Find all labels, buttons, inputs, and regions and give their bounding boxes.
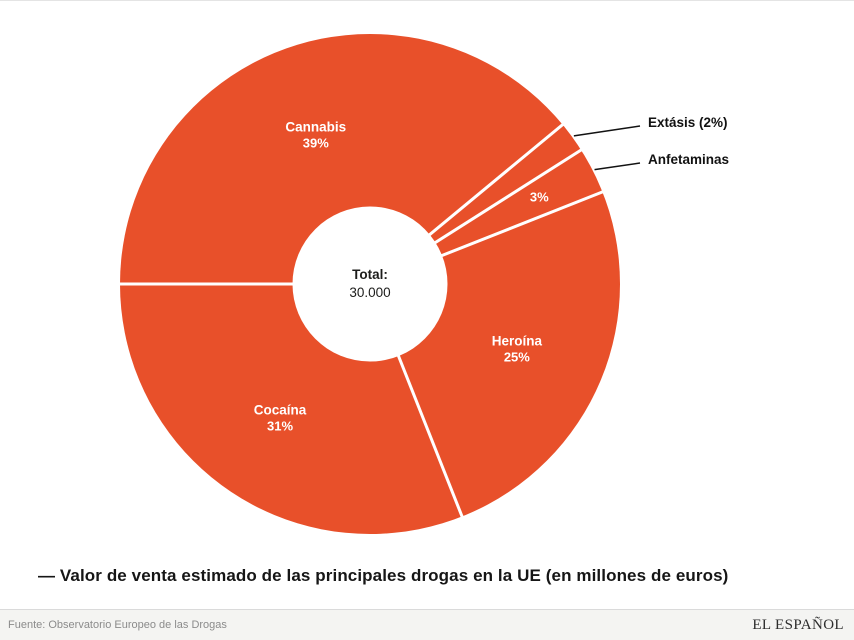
outer-label-1: Extásis (2%): [648, 115, 728, 130]
slice-value-2: 3%: [530, 190, 549, 205]
chart-caption: — Valor de venta estimado de las princip…: [38, 566, 729, 585]
slice-label-3: Heroína: [492, 334, 543, 349]
slice-value-3: 25%: [504, 350, 530, 365]
leader-line-1: [573, 125, 641, 137]
outer-label-2: Anfetaminas: [648, 152, 729, 167]
slice-label-4: Cocaína: [254, 402, 307, 417]
slice-label-0: Cannabis: [285, 119, 346, 134]
footer-bar: Fuente: Observatorio Europeo de las Drog…: [0, 609, 854, 640]
donut-center-title: Total:: [352, 267, 388, 282]
brand-logo: EL ESPAÑOL: [752, 616, 844, 633]
slice-value-4: 31%: [267, 418, 293, 433]
leader-line-2: [594, 162, 641, 171]
donut-hole: [292, 206, 448, 362]
source-attribution: Fuente: Observatorio Europeo de las Drog…: [8, 619, 227, 631]
donut-center-value: 30.000: [349, 285, 390, 300]
slice-value-0: 39%: [303, 135, 329, 150]
